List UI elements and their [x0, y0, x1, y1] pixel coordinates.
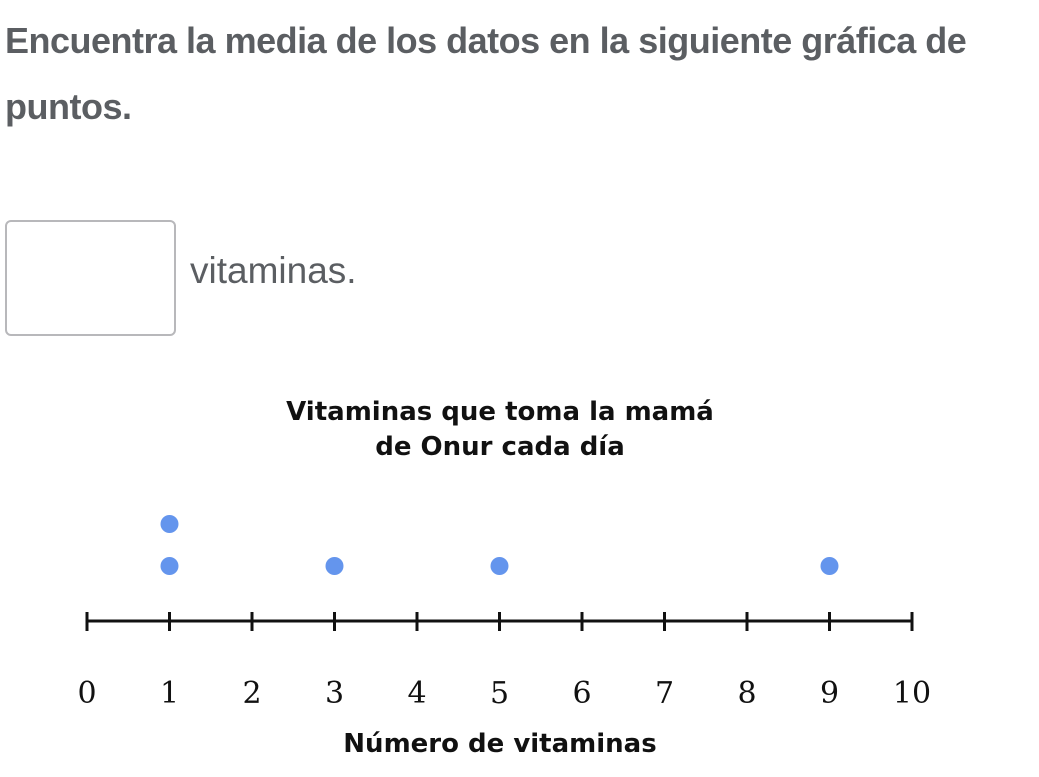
- tick-label: 1: [160, 676, 179, 711]
- data-dot: [325, 557, 344, 575]
- tick-label: 6: [572, 676, 591, 711]
- tick-label: 0: [77, 676, 96, 711]
- tick-label: 4: [407, 676, 426, 711]
- chart-title-line-1: Vitaminas que toma la mamá: [286, 397, 714, 427]
- tick-label: 3: [325, 676, 344, 711]
- answer-input[interactable]: [5, 220, 176, 336]
- chart-title-line-2: de Onur cada día: [375, 432, 625, 462]
- x-axis-label: Número de vitaminas: [343, 729, 656, 759]
- data-dot: [490, 557, 509, 575]
- tick-label: 10: [893, 676, 931, 711]
- tick-label: 9: [820, 676, 839, 711]
- data-dot: [160, 515, 179, 533]
- tick-label: 5: [490, 676, 509, 711]
- tick-label: 7: [655, 676, 674, 711]
- tick-label: 2: [242, 676, 261, 711]
- unit-label: vitaminas.: [190, 250, 357, 291]
- data-dot: [160, 557, 179, 575]
- tick-label: 8: [737, 676, 756, 711]
- question-text: Encuentra la media de los datos en la si…: [5, 20, 967, 127]
- data-dot: [820, 557, 839, 575]
